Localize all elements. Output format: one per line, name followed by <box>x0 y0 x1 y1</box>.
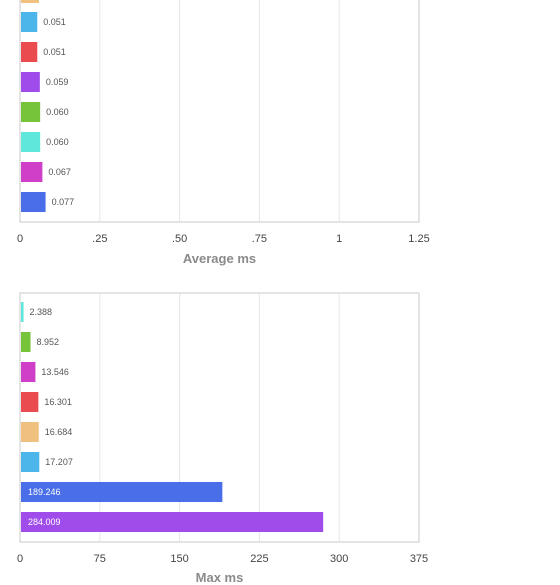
bar <box>21 422 39 442</box>
bar-value-label: 17.207 <box>45 457 73 467</box>
bar-value-label: 0.060 <box>46 137 69 147</box>
bar-value-label: 16.684 <box>45 427 73 437</box>
bar-value-label: 13.546 <box>41 367 69 377</box>
bar <box>21 362 36 382</box>
x-tick-label: 375 <box>410 553 428 565</box>
plot-frame <box>19 292 420 543</box>
x-tick-label: 0 <box>17 233 23 245</box>
bar <box>21 332 31 352</box>
bar <box>21 192 46 212</box>
bar-value-label: 0.077 <box>52 197 75 207</box>
x-tick-label: .25 <box>92 233 107 245</box>
max-ms-chart: 0 75 150 225 300 375 2.388 8.952 13.546 16.301 16.… <box>17 292 428 585</box>
x-tick-label: 0 <box>17 553 23 565</box>
bar-value-label: 284.009 <box>28 517 61 527</box>
bar <box>21 482 223 502</box>
bar-value-label: 189.246 <box>28 487 61 497</box>
x-tick-label: .75 <box>252 233 267 245</box>
bar <box>21 302 24 322</box>
x-tick-label: 1 <box>336 233 342 245</box>
bar-value-label: 0.067 <box>48 167 71 177</box>
x-tick-label: .50 <box>172 233 187 245</box>
bar-value-label: 0.051 <box>43 47 66 57</box>
bar <box>21 132 41 152</box>
x-tick-label: 75 <box>94 553 106 565</box>
bar <box>21 452 40 472</box>
bar-value-label: 2.388 <box>30 307 53 317</box>
bar <box>21 12 38 32</box>
bar <box>21 512 324 532</box>
x-tick-label: 1.25 <box>408 233 429 245</box>
bar <box>21 72 40 92</box>
bar <box>21 162 43 182</box>
bar-value-label: 0.051 <box>43 17 66 27</box>
plot-frame <box>19 0 420 223</box>
bar-partial <box>21 0 39 3</box>
x-axis-title: Max ms <box>196 570 244 585</box>
bar-value-label: 0.059 <box>46 77 69 87</box>
bar <box>21 42 38 62</box>
bar-value-label: 8.952 <box>37 337 60 347</box>
bar <box>21 102 41 122</box>
x-axis-title: Average ms <box>183 251 256 266</box>
x-tick-label: 150 <box>170 553 188 565</box>
bar-value-label: 16.301 <box>44 397 72 407</box>
x-tick-label: 225 <box>250 553 268 565</box>
bar <box>21 392 39 412</box>
bar-value-label: 0.060 <box>46 107 69 117</box>
average-ms-chart: 0 .25 .50 .75 1 1.25 0.051 0.051 0.059 0.060 0.060… <box>17 0 430 266</box>
x-tick-label: 300 <box>330 553 348 565</box>
